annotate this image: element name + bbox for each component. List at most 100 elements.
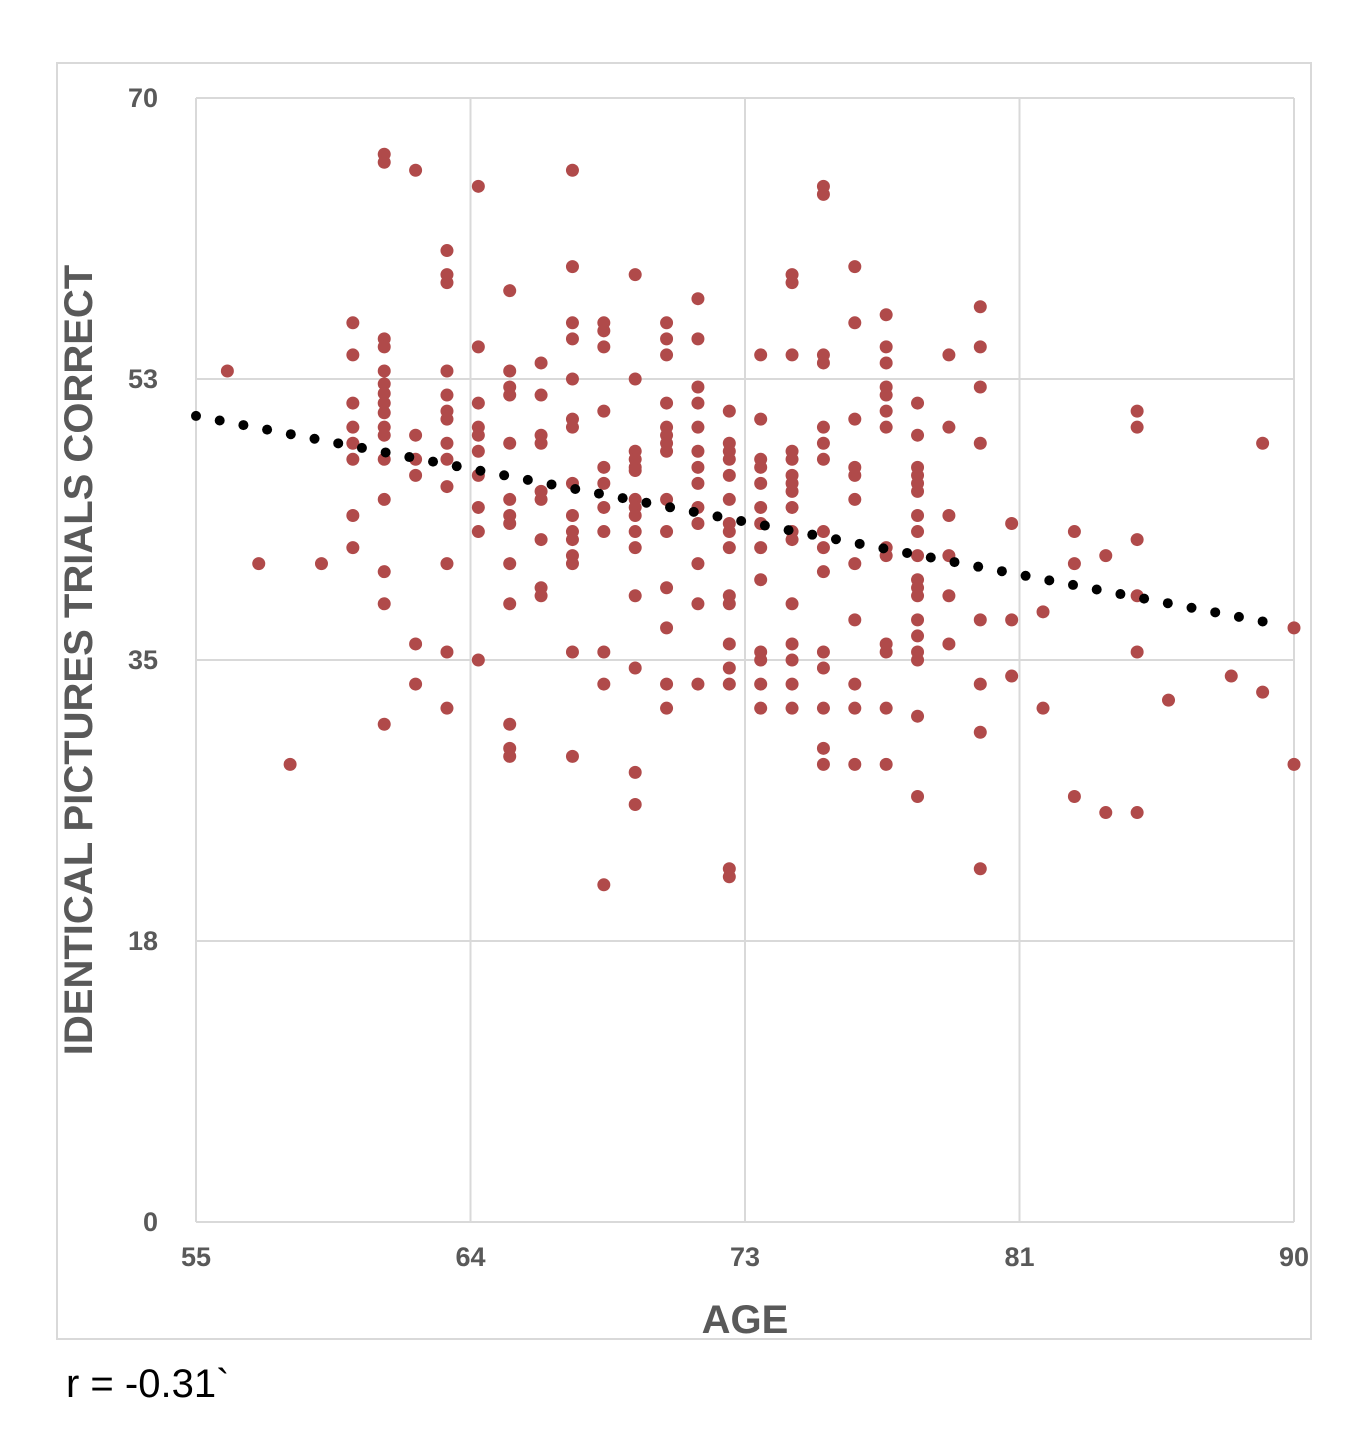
data-point	[879, 645, 893, 659]
data-point	[754, 541, 768, 555]
data-point	[628, 589, 642, 603]
data-point	[471, 653, 485, 667]
data-point	[628, 464, 642, 478]
data-point	[1005, 517, 1019, 531]
data-point	[377, 428, 391, 442]
data-point	[816, 741, 830, 755]
data-point	[440, 480, 454, 494]
data-point	[973, 725, 987, 739]
data-point	[942, 637, 956, 651]
data-point	[816, 541, 830, 555]
data-point	[252, 557, 266, 571]
data-point	[565, 163, 579, 177]
data-point	[660, 332, 674, 346]
data-point	[911, 396, 925, 410]
data-point	[1130, 806, 1144, 820]
data-point	[691, 444, 705, 458]
data-point	[1130, 404, 1144, 418]
data-point	[597, 404, 611, 418]
data-point	[628, 372, 642, 386]
data-point	[848, 260, 862, 274]
trendline	[191, 410, 1268, 627]
data-point	[816, 420, 830, 434]
x-tick-label: 81	[1004, 1242, 1034, 1272]
trendline-dot	[1044, 575, 1055, 586]
data-point	[691, 332, 705, 346]
data-point	[785, 701, 799, 715]
data-point	[660, 701, 674, 715]
data-point	[503, 717, 517, 731]
trendline-dot	[238, 420, 249, 431]
data-point	[1036, 605, 1050, 619]
data-point	[628, 798, 642, 812]
data-point	[377, 565, 391, 579]
trendline-dot	[593, 488, 604, 499]
trendline-dot	[1020, 570, 1031, 581]
trendline-dot	[428, 456, 439, 467]
correlation-annotation: r = -0.31`	[66, 1362, 230, 1406]
data-point	[722, 525, 736, 539]
x-tick-label: 55	[181, 1242, 211, 1272]
data-point	[754, 653, 768, 667]
data-point	[597, 476, 611, 490]
data-point	[346, 508, 360, 522]
data-point	[440, 701, 454, 715]
data-point	[816, 645, 830, 659]
data-point	[754, 348, 768, 362]
trendline-dot	[285, 429, 296, 440]
trendline-dot	[499, 470, 510, 481]
data-point	[440, 436, 454, 450]
data-point	[534, 533, 548, 547]
data-point	[879, 340, 893, 354]
trendline-dot	[783, 525, 794, 536]
data-point	[346, 541, 360, 555]
data-point	[597, 525, 611, 539]
data-point	[848, 613, 862, 627]
trendline-dot	[1233, 611, 1244, 622]
trendline-dot	[736, 515, 747, 526]
data-point	[754, 460, 768, 474]
data-point	[534, 492, 548, 506]
trendline-dot	[214, 415, 225, 426]
trendline-dot	[973, 561, 984, 572]
data-point	[973, 300, 987, 314]
data-point	[879, 701, 893, 715]
data-point	[597, 460, 611, 474]
data-point	[597, 500, 611, 514]
data-point	[879, 308, 893, 322]
data-point	[1162, 693, 1176, 707]
data-point	[848, 468, 862, 482]
data-point	[597, 645, 611, 659]
data-point	[1099, 806, 1113, 820]
data-point	[503, 388, 517, 402]
data-point	[409, 428, 423, 442]
trendline-dot	[641, 497, 652, 508]
data-point	[722, 661, 736, 675]
data-point	[691, 517, 705, 531]
data-point	[565, 372, 579, 386]
data-point	[848, 677, 862, 691]
data-point	[691, 597, 705, 611]
data-point	[377, 396, 391, 410]
data-point	[628, 268, 642, 282]
trendline-dot	[688, 506, 699, 517]
data-point	[1256, 436, 1270, 450]
data-point	[503, 436, 517, 450]
data-point	[597, 324, 611, 338]
data-point	[785, 677, 799, 691]
data-point	[346, 436, 360, 450]
trendline-dot	[665, 502, 676, 513]
data-point	[1067, 789, 1081, 803]
data-point	[848, 701, 862, 715]
data-point	[377, 386, 391, 400]
data-point	[628, 541, 642, 555]
trendline-dot	[546, 479, 557, 490]
trendline-dot	[451, 461, 462, 472]
data-point	[503, 749, 517, 763]
data-point	[346, 316, 360, 330]
y-tick-label: 18	[128, 926, 158, 956]
trendline-dot	[475, 465, 486, 476]
data-point	[722, 870, 736, 884]
data-point	[722, 404, 736, 418]
y-axis-title: IDENTICAL PICTURES TRIALS CORRECT	[57, 265, 101, 1055]
